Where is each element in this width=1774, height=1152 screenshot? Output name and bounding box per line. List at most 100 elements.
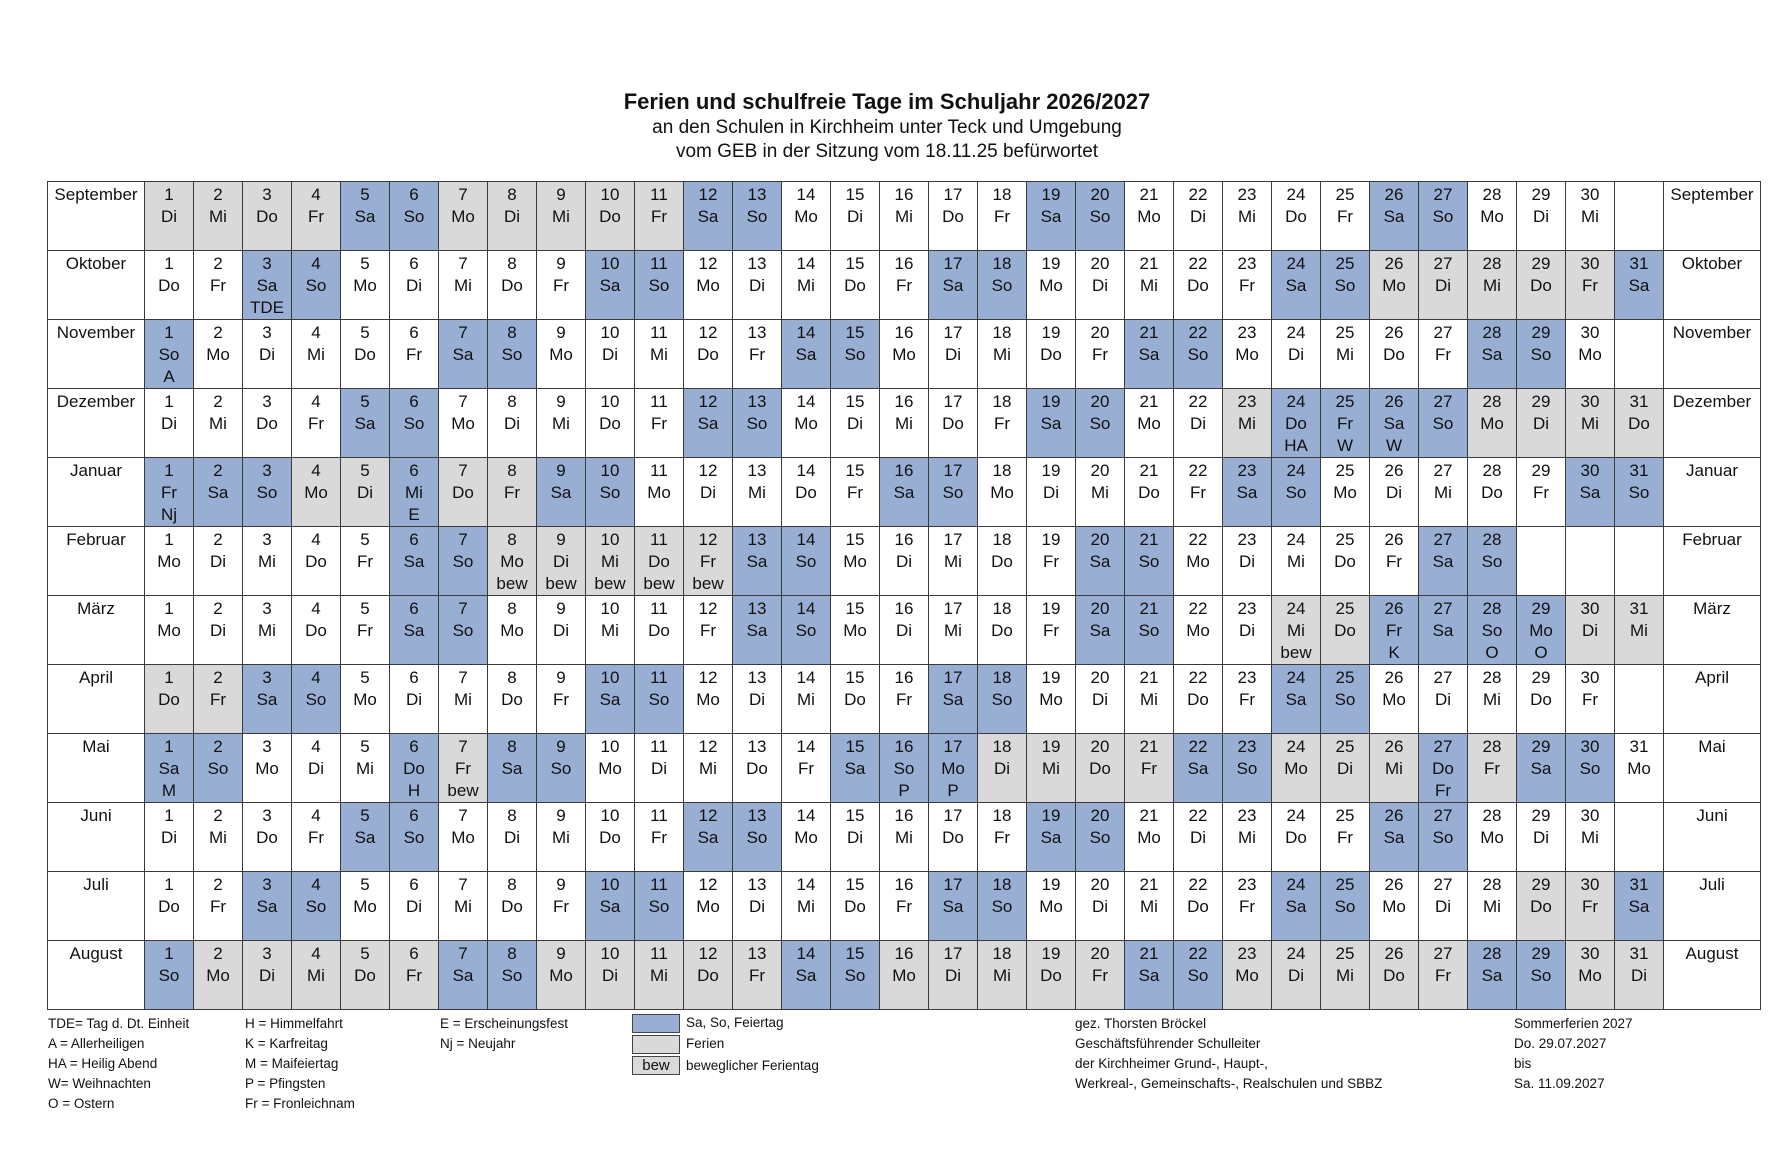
weekday-label: Fr	[209, 276, 227, 295]
day-cell: 2 Mo	[193, 940, 243, 1010]
day-cell: 27 Fr	[1418, 940, 1468, 1010]
weekday-label: Di	[1532, 207, 1550, 226]
legend-holidays-2: H = Himmelfahrt K = Karfreitag M = Maife…	[245, 1014, 355, 1114]
weekday-label: Sa	[599, 897, 621, 916]
day-number: 26	[1384, 530, 1404, 549]
day-cell: 23 Fr	[1222, 664, 1272, 734]
day-number: 16	[894, 875, 914, 894]
day-cell: 23 Sa	[1222, 457, 1272, 527]
day-cell: 28 Do	[1467, 457, 1517, 527]
weekday-label: Mo	[892, 966, 916, 985]
day-cell: 4 Mi	[291, 319, 341, 389]
day-number: 16	[894, 806, 914, 825]
day-number: 5	[360, 392, 370, 411]
day-number: 21	[1139, 254, 1159, 273]
day-cell: 28 Sa	[1467, 940, 1517, 1010]
day-number: 26	[1384, 185, 1404, 204]
day-number: 23	[1237, 806, 1257, 825]
day-cell: 9 Fr	[536, 250, 586, 320]
holiday-note: bew	[594, 574, 626, 593]
weekday-label: Do	[501, 276, 523, 295]
day-number: 22	[1188, 254, 1208, 273]
day-number: 16	[894, 392, 914, 411]
weekday-label: Sa	[1628, 276, 1650, 295]
empty-cell	[1614, 319, 1664, 389]
weekday-label: So	[1236, 759, 1258, 778]
day-cell: 22 Mo	[1173, 595, 1223, 665]
day-cell: 1 Di	[144, 181, 194, 251]
day-cell: 18 So	[977, 664, 1027, 734]
day-cell: 4 Di	[291, 733, 341, 803]
day-cell: 13 Di	[732, 250, 782, 320]
day-number: 13	[747, 806, 767, 825]
weekday-label: Mo	[206, 345, 230, 364]
weekday-label: Fr	[1042, 552, 1060, 571]
day-number: 11	[650, 254, 668, 273]
day-cell: 20 So	[1075, 388, 1125, 458]
day-cell: 14 Mo	[781, 388, 831, 458]
day-number: 10	[600, 737, 620, 756]
weekday-label: Mo	[1480, 414, 1504, 433]
day-number: 24	[1286, 185, 1306, 204]
weekday-label: Do	[1138, 483, 1160, 502]
day-cell: 3 Do	[242, 802, 292, 872]
day-cell: 4 Do	[291, 526, 341, 596]
day-number: 19	[1041, 530, 1061, 549]
weekday-label: Mo	[1578, 345, 1602, 364]
day-number: 31	[1629, 254, 1649, 273]
day-cell: 21 Sa	[1124, 319, 1174, 389]
weekday-label: Mi	[1581, 828, 1599, 847]
day-cell: 26 Do	[1369, 319, 1419, 389]
weekday-label: Do	[942, 207, 964, 226]
weekday-label: Fr	[1581, 897, 1599, 916]
page-title: Ferien und schulfreie Tage im Schuljahr …	[623, 89, 1151, 114]
weekday-label: Sa	[354, 828, 376, 847]
day-number: 18	[992, 461, 1012, 480]
day-cell: 3 Di	[242, 940, 292, 1010]
day-cell: 16 Mo	[879, 319, 929, 389]
day-number: 4	[311, 461, 321, 480]
day-cell: 5 Sa	[340, 388, 390, 458]
day-cell: 24 Sa	[1271, 250, 1321, 320]
weekday-label: Sa	[746, 621, 768, 640]
day-number: 7	[458, 323, 468, 342]
weekday-label: Di	[699, 483, 717, 502]
month-label-right: März	[1663, 595, 1761, 665]
day-number: 30	[1580, 392, 1600, 411]
weekday-label: Mi	[1042, 759, 1060, 778]
day-cell: 29 So	[1516, 940, 1566, 1010]
weekday-label: So	[1138, 552, 1160, 571]
weekday-label: Mo	[1039, 897, 1063, 916]
weekday-label: Do	[795, 483, 817, 502]
day-number: 14	[796, 530, 816, 549]
day-cell: 6 Sa	[389, 595, 439, 665]
weekday-label: Mo	[1333, 483, 1357, 502]
weekday-label: So	[305, 897, 327, 916]
day-number: 22	[1188, 806, 1208, 825]
weekday-label: So	[1187, 966, 1209, 985]
day-number: 6	[409, 530, 419, 549]
day-cell: 1 Do	[144, 250, 194, 320]
day-cell: 14 Mi	[781, 250, 831, 320]
month-label-right: September	[1663, 181, 1761, 251]
day-number: 1	[164, 875, 174, 894]
day-cell: 11 Di	[634, 733, 684, 803]
day-number: 12	[698, 599, 718, 618]
weekday-label: Sa	[1089, 621, 1111, 640]
day-number: 2	[213, 737, 223, 756]
day-number: 19	[1041, 944, 1061, 963]
day-cell: 26 Sa	[1369, 802, 1419, 872]
day-number: 7	[458, 737, 468, 756]
day-cell: 8 So	[487, 319, 537, 389]
day-cell: 15 So	[830, 940, 880, 1010]
day-number: 26	[1384, 668, 1404, 687]
day-cell: 19 Mo	[1026, 871, 1076, 941]
weekday-label: Di	[993, 759, 1011, 778]
day-cell: 24 Do	[1271, 802, 1321, 872]
weekday-label: Mo	[353, 897, 377, 916]
day-number: 13	[747, 185, 767, 204]
month-label: Mai	[47, 733, 145, 803]
weekday-label: Do	[158, 690, 180, 709]
weekday-label: Mo	[843, 552, 867, 571]
day-number: 18	[992, 737, 1012, 756]
